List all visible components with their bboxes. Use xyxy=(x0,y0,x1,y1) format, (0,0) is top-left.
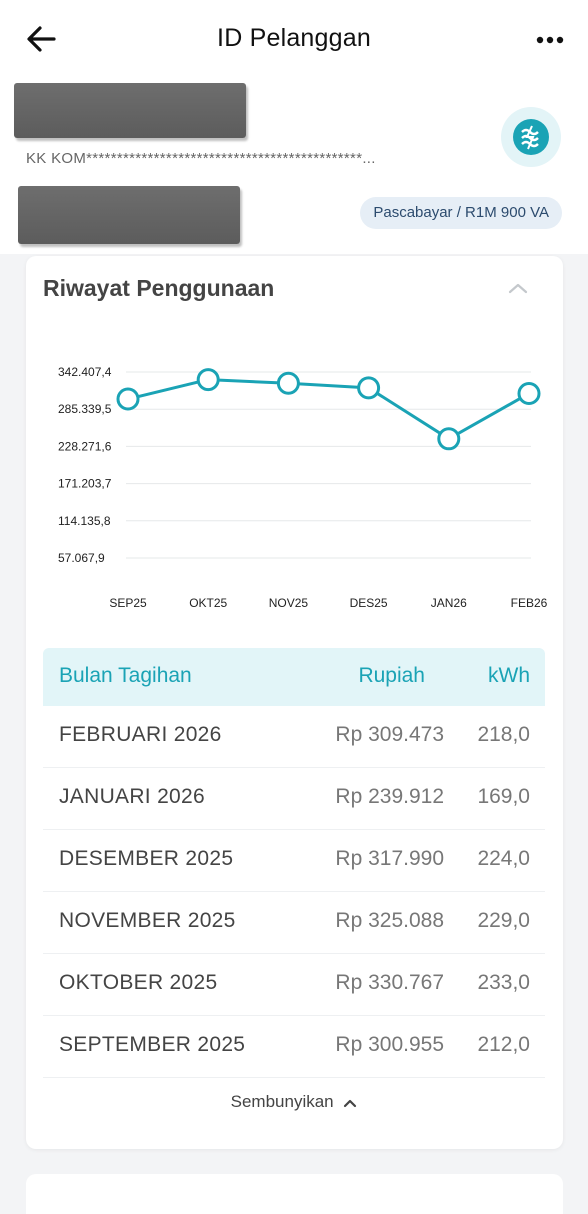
data-point xyxy=(116,387,140,411)
y-tick-label: 228.271,6 xyxy=(58,439,112,453)
more-horizontal-icon xyxy=(536,36,564,44)
collapse-button[interactable] xyxy=(505,278,531,298)
billing-table: Bulan Tagihan Rupiah kWh FEBRUARI 2026 Rp… xyxy=(43,648,545,1078)
row-kwh: 229,0 xyxy=(477,909,530,932)
data-point xyxy=(276,371,300,395)
hide-label: Sembunyikan xyxy=(230,1092,334,1111)
row-month: SEPTEMBER 2025 xyxy=(59,1033,246,1056)
next-card xyxy=(26,1174,563,1214)
row-rupiah: Rp 325.088 xyxy=(335,909,444,932)
table-row: FEBRUARI 2026 Rp 309.473 218,0 xyxy=(43,706,545,768)
redacted-block xyxy=(18,186,240,244)
table-header: Bulan Tagihan Rupiah kWh xyxy=(43,648,545,706)
card-title: Riwayat Penggunaan xyxy=(43,275,275,301)
row-month: FEBRUARI 2026 xyxy=(59,723,222,746)
y-tick-label: 171.203,7 xyxy=(58,477,112,491)
table-row: JANUARI 2026 Rp 239.912 169,0 xyxy=(43,768,545,830)
usage-line-chart: 342.407,4 285.339,5 228.271,6 171.203,7 114.… xyxy=(58,365,548,610)
page-title: ID Pelanggan xyxy=(217,24,371,52)
table-row: NOVEMBER 2025 Rp 325.088 229,0 xyxy=(43,892,545,954)
row-rupiah: Rp 330.767 xyxy=(335,971,444,994)
row-rupiah: Rp 309.473 xyxy=(335,723,444,746)
y-tick-label: 114.135,8 xyxy=(58,514,111,528)
data-point xyxy=(517,381,541,405)
row-kwh: 169,0 xyxy=(477,785,530,808)
row-kwh: 212,0 xyxy=(477,1033,530,1056)
row-month: JANUARI 2026 xyxy=(59,785,205,808)
row-rupiah: Rp 239.912 xyxy=(335,785,444,808)
data-point xyxy=(357,376,381,400)
x-tick-label: DES25 xyxy=(350,596,388,610)
column-header-rupiah: Rupiah xyxy=(358,664,425,687)
column-header-month: Bulan Tagihan xyxy=(59,664,192,687)
x-tick-label: JAN26 xyxy=(431,596,467,610)
chevron-up-icon xyxy=(344,1099,357,1107)
back-button[interactable] xyxy=(24,22,64,58)
row-month: OKTOBER 2025 xyxy=(59,971,218,994)
hide-button[interactable]: Sembunyikan xyxy=(26,1092,563,1112)
x-tick-label: FEB26 xyxy=(511,596,548,610)
masked-customer-name: KK KOM**********************************… xyxy=(26,150,376,167)
row-kwh: 218,0 xyxy=(477,723,530,746)
chevron-up-icon xyxy=(508,283,528,294)
customer-info: KK KOM**********************************… xyxy=(0,80,588,254)
tariff-badge: Pascabayar / R1M 900 VA xyxy=(360,197,562,229)
row-month: DESEMBER 2025 xyxy=(59,847,234,870)
y-tick-label: 285.339,5 xyxy=(58,402,112,416)
x-tick-label: NOV25 xyxy=(269,596,309,610)
table-row: OKTOBER 2025 Rp 330.767 233,0 xyxy=(43,954,545,1016)
data-point xyxy=(437,427,461,451)
usage-history-card: Riwayat Penggunaan 342.407,4 285.339,5 228… xyxy=(26,256,563,1149)
table-row: DESEMBER 2025 Rp 317.990 224,0 xyxy=(43,830,545,892)
arrow-left-icon xyxy=(27,26,56,52)
row-rupiah: Rp 317.990 xyxy=(335,847,444,870)
x-tick-label: OKT25 xyxy=(189,596,227,610)
row-kwh: 224,0 xyxy=(477,847,530,870)
row-rupiah: Rp 300.955 xyxy=(335,1033,444,1056)
app-header: ID Pelanggan xyxy=(0,0,588,80)
y-tick-label: 342.407,4 xyxy=(58,365,112,379)
row-month: NOVEMBER 2025 xyxy=(59,909,236,932)
pln-logo-icon xyxy=(501,107,561,167)
data-point xyxy=(196,368,220,392)
x-tick-label: SEP25 xyxy=(109,596,147,610)
table-row: SEPTEMBER 2025 Rp 300.955 212,0 xyxy=(43,1016,545,1078)
more-button[interactable] xyxy=(530,28,570,52)
series-line xyxy=(127,378,530,441)
column-header-kwh: kWh xyxy=(488,664,530,687)
redacted-block xyxy=(14,83,246,138)
row-kwh: 233,0 xyxy=(477,971,530,994)
y-tick-label: 57.067,9 xyxy=(58,551,105,565)
